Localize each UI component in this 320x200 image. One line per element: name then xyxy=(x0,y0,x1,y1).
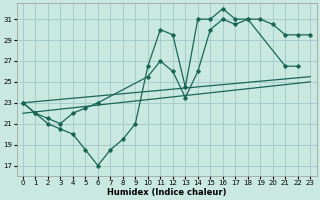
X-axis label: Humidex (Indice chaleur): Humidex (Indice chaleur) xyxy=(107,188,226,197)
